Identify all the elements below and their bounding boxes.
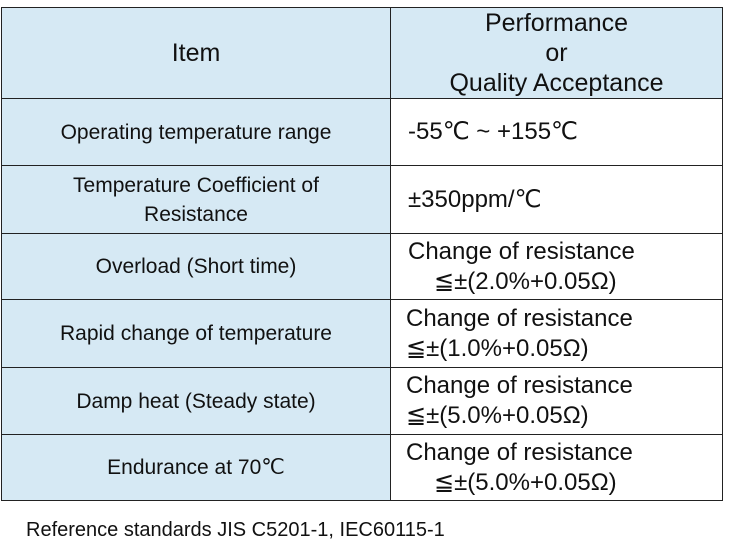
item-cell: Damp heat (Steady state) — [1, 367, 391, 435]
performance-text: Change of resistance — [406, 372, 633, 399]
performance-block: Change of resistance ≦±(2.0%+0.05Ω) — [391, 237, 722, 297]
item-cell: Endurance at 70℃ — [1, 434, 391, 501]
item-text: Overload (Short time) — [95, 255, 297, 278]
item-text: Operating temperature range — [60, 120, 332, 144]
performance-cell: Change of resistance ≦±(5.0%+0.05Ω) — [390, 367, 723, 435]
table-row: Damp heat (Steady state) Change of resis… — [1, 367, 723, 435]
item-cell: Rapid change of temperature — [1, 299, 391, 368]
performance-text: Change of resistance — [406, 438, 633, 466]
header-performance-line: or — [545, 39, 568, 67]
table-row: Rapid change of temperature Change of re… — [1, 299, 723, 368]
performance-cell: Change of resistance ≦±(2.0%+0.05Ω) — [390, 233, 723, 300]
table-row: Operating temperature range -55℃ ~ +155℃ — [1, 98, 723, 166]
performance-text: Change of resistance — [406, 304, 633, 332]
performance-block: Change of resistance ≦±(1.0%+0.05Ω) — [391, 304, 722, 364]
header-performance-line: Quality Acceptance — [449, 69, 664, 97]
performance-text: ±350ppm/℃ — [408, 185, 542, 213]
performance-text: -55℃ ~ +155℃ — [408, 118, 579, 145]
header-performance-cell: Performance or Quality Acceptance — [390, 7, 723, 99]
item-text: Damp heat (Steady state) — [76, 389, 316, 413]
table-row: Endurance at 70℃ Change of resistance ≦±… — [1, 434, 723, 501]
header-item-cell: Item — [1, 7, 391, 99]
performance-text: Change of resistance — [408, 237, 635, 265]
header-item-label: Item — [171, 38, 221, 67]
performance-cell: Change of resistance ≦±(5.0%+0.05Ω) — [390, 434, 723, 501]
item-cell: Temperature Coefficient of Resistance — [1, 165, 391, 234]
item-text: Resistance — [144, 202, 248, 226]
performance-block: Change of resistance ≦±(5.0%+0.05Ω) — [391, 371, 722, 431]
table-row: Temperature Coefficient of Resistance ±3… — [1, 165, 723, 234]
performance-text: ≦±(2.0%+0.05Ω) — [434, 267, 617, 295]
performance-text: ≦±(5.0%+0.05Ω) — [406, 402, 589, 429]
item-text: Rapid change of temperature — [59, 322, 332, 345]
item-text: Temperature Coefficient of — [73, 173, 319, 197]
item-cell: Operating temperature range — [1, 98, 391, 166]
reference-footnote: Reference standards JIS C5201-1, IEC6011… — [26, 519, 445, 541]
spec-table: Item Performance or Quality Acceptance O… — [1, 7, 723, 501]
item-text: Endurance at 70℃ — [107, 456, 285, 479]
item-cell: Overload (Short time) — [1, 233, 391, 300]
performance-block: Change of resistance ≦±(5.0%+0.05Ω) — [391, 438, 722, 498]
header-performance-line: Performance — [484, 9, 629, 37]
header-row: Item Performance or Quality Acceptance — [1, 7, 723, 99]
table-row: Overload (Short time) Change of resistan… — [1, 233, 723, 300]
performance-cell: Change of resistance ≦±(1.0%+0.05Ω) — [390, 299, 723, 368]
performance-cell: ±350ppm/℃ — [390, 165, 723, 234]
performance-text: ≦±(1.0%+0.05Ω) — [406, 334, 589, 362]
performance-cell: -55℃ ~ +155℃ — [390, 98, 723, 166]
performance-text: ≦±(5.0%+0.05Ω) — [434, 468, 617, 496]
